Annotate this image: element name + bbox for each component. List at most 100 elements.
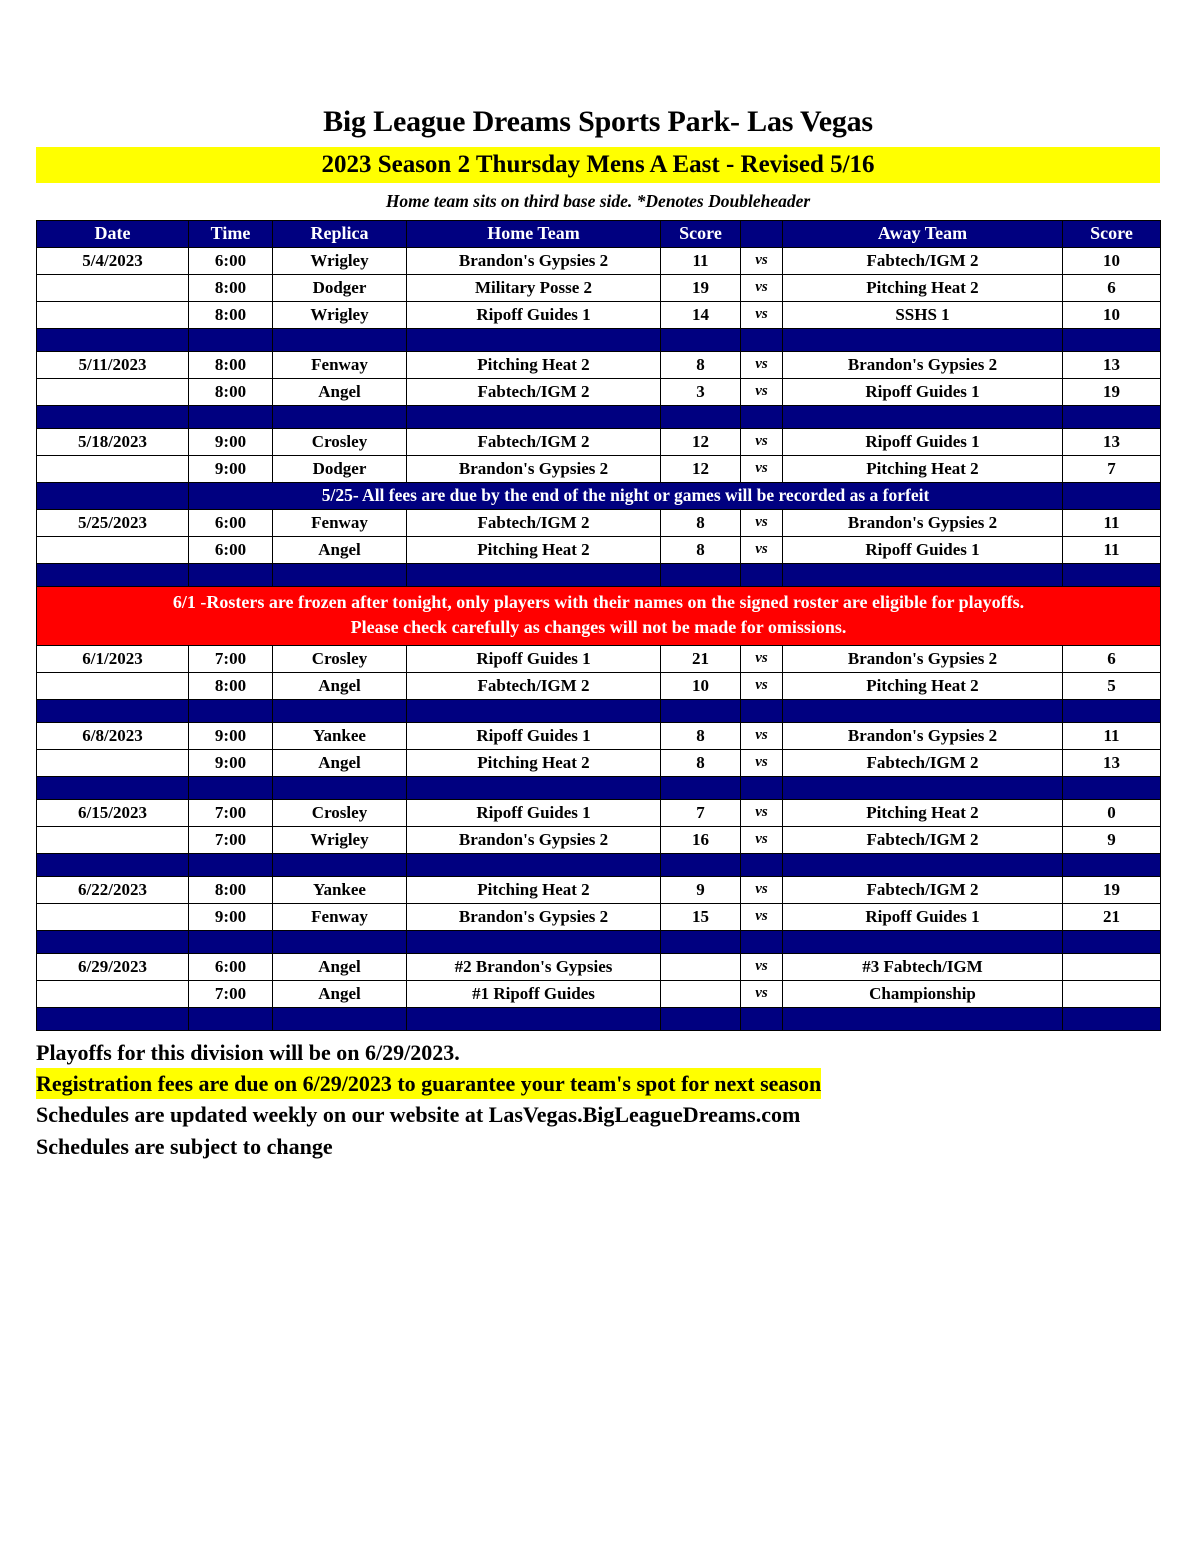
vs-label: vs	[740, 875, 783, 904]
vs-label: vs	[740, 427, 783, 456]
separator-cell	[740, 404, 783, 429]
separator-cell	[406, 404, 661, 429]
separator-cell	[1062, 929, 1161, 954]
game-date: 6/15/2023	[36, 798, 189, 827]
home-team-score: 3	[660, 377, 741, 406]
away-team-score: 7	[1062, 454, 1161, 483]
game-time: 9:00	[188, 427, 273, 456]
separator-cell	[660, 698, 741, 723]
home-team-score: 8	[660, 508, 741, 537]
game-date	[36, 300, 189, 329]
away-team-score: 6	[1062, 644, 1161, 673]
game-date: 6/29/2023	[36, 952, 189, 981]
away-team-name: #3 Fabtech/IGM	[782, 952, 1063, 981]
separator-cell	[660, 404, 741, 429]
vs-label: vs	[740, 979, 783, 1008]
vs-label: vs	[740, 952, 783, 981]
game-time: 6:00	[188, 508, 273, 537]
away-team-name: Brandon's Gypsies 2	[782, 721, 1063, 750]
game-date: 5/25/2023	[36, 508, 189, 537]
away-team-score	[1062, 952, 1161, 981]
division-title: 2023 Season 2 Thursday Mens A East - Rev…	[321, 150, 875, 178]
separator-cell	[1062, 775, 1161, 800]
game-date: 5/11/2023	[36, 350, 189, 379]
table-row: 6/8/2023 9:00 Yankee Ripoff Guides 1 8 vs Bran…	[36, 721, 1161, 750]
game-time: 9:00	[188, 454, 273, 483]
column-header-home-team: Home Team	[406, 219, 661, 248]
home-team-name: Ripoff Guides 1	[406, 721, 661, 750]
separator-cell	[660, 775, 741, 800]
separator-cell	[272, 852, 407, 877]
away-team-name: Fabtech/IGM 2	[782, 748, 1063, 777]
separator-cell	[188, 404, 273, 429]
home-team-name: Pitching Heat 2	[406, 748, 661, 777]
home-team-score: 8	[660, 535, 741, 564]
game-time: 8:00	[188, 273, 273, 302]
separator-cell	[406, 775, 661, 800]
separator-cell	[1062, 562, 1161, 587]
separator-cell	[1062, 404, 1161, 429]
separator-cell	[36, 929, 189, 954]
game-time: 7:00	[188, 798, 273, 827]
game-replica: Wrigley	[272, 300, 407, 329]
away-team-score: 10	[1062, 246, 1161, 275]
away-team-name: Pitching Heat 2	[782, 273, 1063, 302]
vs-label: vs	[740, 454, 783, 483]
notice-banner-blue: 5/25- All fees are due by the end of the…	[36, 481, 1161, 510]
separator-cell	[188, 852, 273, 877]
vs-label: vs	[740, 246, 783, 275]
column-header-away-team: Away Team	[782, 219, 1063, 248]
separator-cell	[660, 562, 741, 587]
separator-cell	[740, 1006, 783, 1031]
vs-label: vs	[740, 644, 783, 673]
game-time: 7:00	[188, 979, 273, 1008]
home-team-name: Brandon's Gypsies 2	[406, 246, 661, 275]
game-replica: Fenway	[272, 508, 407, 537]
away-team-name: Championship	[782, 979, 1063, 1008]
home-team-score: 15	[660, 902, 741, 931]
separator-cell	[406, 698, 661, 723]
separator-cell	[272, 698, 407, 723]
separator-cell	[782, 1006, 1063, 1031]
game-date	[36, 825, 189, 854]
column-header-replica: Replica	[272, 219, 407, 248]
away-team-score	[1062, 979, 1161, 1008]
separator-cell	[660, 852, 741, 877]
roster-notice-line-2: Please check carefully as changes will n…	[350, 617, 847, 638]
game-replica: Crosley	[272, 798, 407, 827]
game-time: 6:00	[188, 535, 273, 564]
game-replica: Yankee	[272, 721, 407, 750]
away-team-name: Pitching Heat 2	[782, 454, 1063, 483]
home-team-name: Pitching Heat 2	[406, 535, 661, 564]
column-header-home-score: Score	[660, 219, 741, 248]
home-team-note: Home team sits on third base side. *Deno…	[385, 190, 811, 211]
table-body: 5/4/2023 6:00 Wrigley Brandon's Gypsies 2 11…	[36, 246, 1161, 1031]
game-time: 7:00	[188, 644, 273, 673]
game-date: 5/4/2023	[36, 246, 189, 275]
footer-line: Playoffs for this division will be on 6/…	[36, 1039, 460, 1065]
game-date: 6/1/2023	[36, 644, 189, 673]
separator-cell	[272, 775, 407, 800]
game-replica: Dodger	[272, 273, 407, 302]
table-row: 5/18/2023 9:00 Crosley Fabtech/IGM 2 12 vs Rip…	[36, 427, 1161, 456]
game-date	[36, 671, 189, 700]
table-row: 6:00 Angel Pitching Heat 2 8 vs Ripoff Guides…	[36, 535, 1161, 564]
away-team-score: 11	[1062, 508, 1161, 537]
away-team-name: Brandon's Gypsies 2	[782, 644, 1063, 673]
separator-cell	[406, 327, 661, 352]
home-team-name: Ripoff Guides 1	[406, 644, 661, 673]
table-row: 7:00 Wrigley Brandon's Gypsies 2 16 vs Fabtec…	[36, 825, 1161, 854]
column-header-date: Date	[36, 219, 189, 248]
table-row: 6/1/2023 7:00 Crosley Ripoff Guides 1 21 vs Br…	[36, 644, 1161, 673]
vs-label: vs	[740, 377, 783, 406]
home-team-name: Fabtech/IGM 2	[406, 427, 661, 456]
game-replica: Wrigley	[272, 246, 407, 275]
separator-cell	[188, 929, 273, 954]
home-team-score: 12	[660, 427, 741, 456]
game-date	[36, 979, 189, 1008]
separator-cell	[36, 852, 189, 877]
separator-cell	[740, 698, 783, 723]
separator-cell	[782, 698, 1063, 723]
away-team-name: Ripoff Guides 1	[782, 377, 1063, 406]
separator-cell	[36, 1006, 189, 1031]
